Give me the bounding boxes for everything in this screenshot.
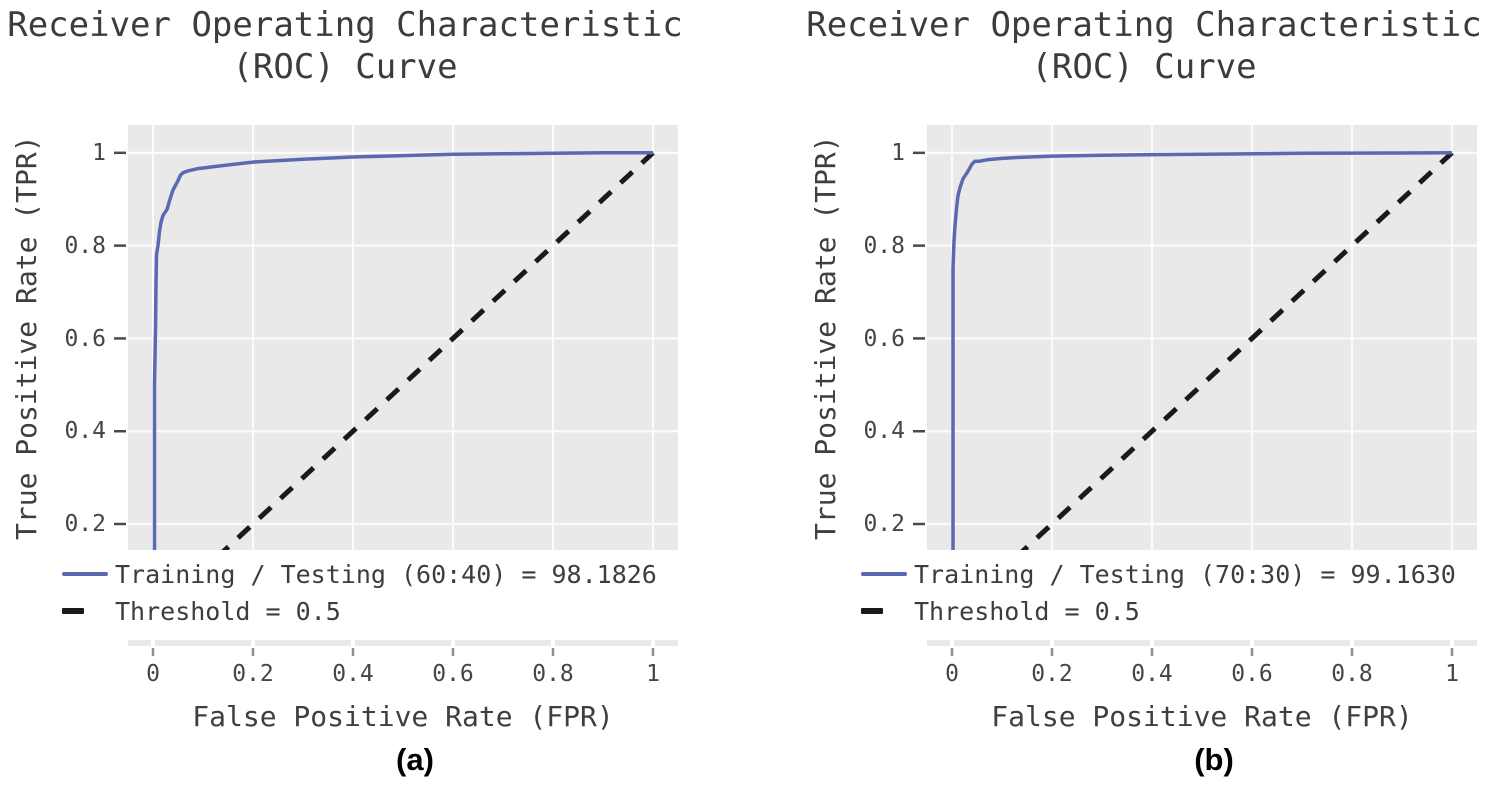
y-tick-label: 0.8 — [64, 233, 106, 259]
y-tick-label: 0.6 — [64, 326, 106, 352]
x-tick-label: 0.4 — [332, 661, 374, 687]
threshold-legend-dash-icon — [62, 608, 84, 614]
legend-entry-roc: Training / Testing (70:30) = 99.1630 — [861, 559, 1456, 589]
roc-curve-legend-line-icon — [62, 572, 108, 576]
x-axis-label: False Positive Rate (FPR) — [192, 700, 614, 733]
x-tick-label: 0.8 — [1331, 661, 1373, 687]
legend-label-roc: Training / Testing (70:30) = 99.1630 — [914, 559, 1456, 589]
roc-panel-a: Receiver Operating Characteristic (ROC) … — [0, 0, 706, 800]
chart-title: Receiver Operating Characteristic (ROC) … — [799, 4, 1489, 88]
legend-label-threshold: Threshold = 0.5 — [115, 596, 341, 626]
y-tick-label: 1 — [891, 140, 905, 166]
x-axis-label: False Positive Rate (FPR) — [991, 700, 1413, 733]
x-tick-label: 0 — [945, 661, 959, 687]
x-tick-label: 1 — [1445, 661, 1459, 687]
roc-panel-b: Receiver Operating Characteristic (ROC) … — [799, 0, 1505, 800]
subfigure-label-a: (a) — [396, 742, 434, 777]
x-tick-label: 0.4 — [1131, 661, 1173, 687]
x-tick-label: 0.6 — [1231, 661, 1273, 687]
x-tick-label: 0.2 — [1031, 661, 1073, 687]
chart-title: Receiver Operating Characteristic (ROC) … — [0, 4, 690, 88]
y-tick-label: 0.2 — [64, 511, 106, 537]
y-tick-label: 0.4 — [863, 418, 905, 444]
roc-plot-canvas — [114, 125, 678, 656]
x-tick-label: 1 — [646, 661, 660, 687]
y-tick-label: 0.6 — [863, 326, 905, 352]
chart-title-line2: (ROC) Curve — [232, 47, 458, 87]
legend-entry-threshold: Threshold = 0.5 — [861, 596, 1140, 626]
legend-entry-threshold: Threshold = 0.5 — [62, 596, 341, 626]
roc-curve-legend-line-icon — [861, 572, 907, 576]
threshold-legend-dash-icon — [861, 608, 883, 614]
y-tick-label: 0.4 — [64, 418, 106, 444]
x-tick-label: 0 — [146, 661, 160, 687]
x-tick-label: 0.8 — [532, 661, 574, 687]
y-tick-label: 0.8 — [863, 233, 905, 259]
chart-title-line2: (ROC) Curve — [1031, 47, 1257, 87]
x-tick-label: 0.2 — [232, 661, 274, 687]
chart-title-line1: Receiver Operating Characteristic — [7, 5, 683, 45]
legend-label-threshold: Threshold = 0.5 — [914, 596, 1140, 626]
legend-entry-roc: Training / Testing (60:40) = 98.1826 — [62, 559, 657, 589]
x-tick-label: 0.6 — [432, 661, 474, 687]
subfigure-label-b: (b) — [1194, 742, 1234, 777]
legend-label-roc: Training / Testing (60:40) = 98.1826 — [115, 559, 657, 589]
y-tick-label: 1 — [92, 140, 106, 166]
chart-title-line1: Receiver Operating Characteristic — [806, 5, 1482, 45]
y-tick-label: 0.2 — [863, 511, 905, 537]
roc-plot-canvas — [913, 125, 1477, 656]
